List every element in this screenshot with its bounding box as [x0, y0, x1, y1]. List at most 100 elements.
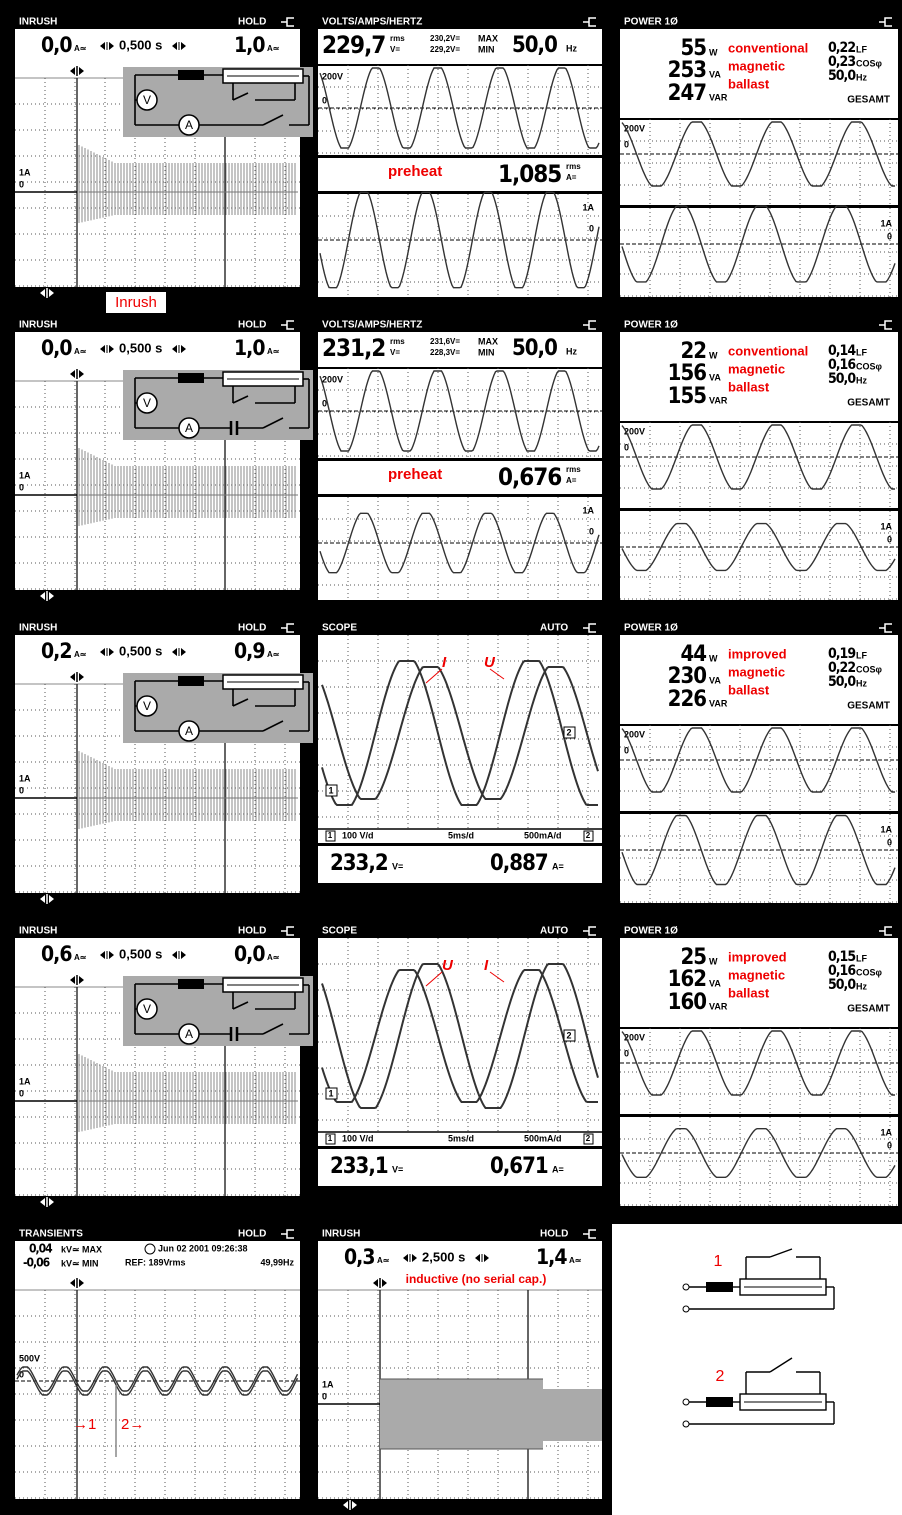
screen-mode: HOLD: [238, 926, 266, 937]
waveform: [543, 1389, 602, 1441]
plug-icon: [281, 1230, 294, 1238]
annotation: magnetic: [728, 58, 785, 73]
plug-icon: [281, 18, 294, 26]
reading: 0,676: [498, 463, 561, 491]
ballast: [706, 1282, 733, 1292]
time-base: 0,500 s: [119, 643, 162, 658]
unit: W: [709, 653, 718, 663]
unit: COSφ: [856, 664, 883, 674]
label: MAX: [478, 336, 498, 346]
screen-title: POWER 1Ø: [624, 623, 678, 634]
meter-label: V: [143, 699, 151, 713]
channel-label: 2: [566, 1030, 571, 1040]
unit: rms: [390, 337, 405, 346]
reading: 0,3: [344, 1245, 374, 1269]
reading: 1,0: [234, 336, 265, 360]
axis-label: 0: [322, 1391, 327, 1401]
annotation: preheat: [388, 466, 442, 483]
unit: V=: [392, 1164, 403, 1174]
unit: Hz: [856, 678, 867, 688]
plug-icon: [281, 927, 294, 935]
reading: 50,0: [512, 33, 557, 58]
unit: W: [709, 47, 718, 57]
reading: 233,1: [330, 1154, 388, 1179]
unit: A=: [552, 1164, 564, 1174]
unit: A≃: [74, 650, 87, 659]
axis-label: 0: [887, 534, 892, 544]
axis-label: 1A: [19, 167, 31, 177]
min-reading: 228,3V=: [430, 348, 460, 357]
axis-label: 0: [589, 223, 594, 233]
scale-label: 500mA/d: [524, 1133, 562, 1143]
label: MIN: [478, 44, 495, 54]
scale-label: 100 V/d: [342, 1133, 374, 1143]
meter-label: A: [185, 1027, 193, 1041]
min-reading: 229,2V=: [430, 45, 460, 54]
reading: 226: [668, 687, 707, 712]
time-base: 0,500 s: [119, 37, 162, 52]
plug-icon: [879, 927, 892, 935]
screen-title: INRUSH: [19, 320, 57, 331]
axis-label: 0: [19, 482, 24, 492]
channel-label: 2: [586, 831, 591, 840]
annotation: ballast: [728, 379, 770, 394]
annotation: conventional: [728, 40, 808, 55]
unit: A=: [566, 476, 577, 485]
annotation: magnetic: [728, 361, 785, 376]
unit: A≃: [267, 650, 280, 659]
unit: V=: [390, 45, 400, 54]
screen-title: POWER 1Ø: [624, 320, 678, 331]
unit: V=: [392, 861, 403, 871]
reading: 1,0: [234, 33, 265, 57]
unit: VAR: [709, 92, 728, 102]
axis-label: 1A: [582, 202, 594, 212]
screen-mode: HOLD: [238, 623, 266, 634]
axis-label: 1A: [880, 824, 892, 834]
annotation: improved: [728, 949, 787, 964]
plug-icon: [281, 321, 294, 329]
screen-title: VOLTS/AMPS/HERTZ: [322, 17, 422, 28]
reading: 230: [668, 664, 707, 689]
axis-label: 1A: [19, 470, 31, 480]
reading: 162: [668, 967, 707, 992]
unit: A≃: [267, 347, 280, 356]
screen-title: INRUSH: [19, 926, 57, 937]
diagram-panel: [612, 1224, 902, 1515]
unit: VA: [709, 372, 721, 382]
meter-label: A: [185, 118, 193, 132]
screen-mode: HOLD: [238, 320, 266, 331]
reading: 231,2: [322, 334, 385, 362]
reading: 0,887: [490, 851, 548, 876]
axis-label: 0: [887, 231, 892, 241]
reading: 233,2: [330, 851, 388, 876]
trace-label: U: [484, 654, 496, 671]
unit: V=: [390, 348, 400, 357]
annotation: inductive (no serial cap.): [406, 1272, 547, 1286]
reading: 253: [668, 58, 707, 83]
unit: VA: [709, 69, 721, 79]
reading: 155: [668, 384, 707, 409]
annotation: ballast: [728, 76, 770, 91]
unit: COSφ: [856, 361, 883, 371]
meter-label: V: [143, 1002, 151, 1016]
screen-title: INRUSH: [19, 17, 57, 28]
unit: rms: [566, 465, 581, 474]
reading: 50,0: [828, 674, 856, 690]
unit: A≃: [569, 1256, 582, 1265]
annotation: magnetic: [728, 967, 785, 982]
plug-icon: [583, 1230, 596, 1238]
terminal: [683, 1284, 689, 1290]
annotation: ballast: [728, 682, 770, 697]
time-base: 0,500 s: [119, 946, 162, 961]
meter-label: V: [143, 93, 151, 107]
marker: →1: [73, 1416, 96, 1433]
channel-label: 2: [586, 1134, 591, 1143]
scale-label: 5ms/d: [448, 1133, 474, 1143]
separator: [318, 843, 602, 846]
unit: VAR: [709, 395, 728, 405]
screen-title: VOLTS/AMPS/HERTZ: [322, 320, 422, 331]
separator: [620, 811, 898, 814]
screen-mode: AUTO: [540, 926, 568, 937]
screen-title: TRANSIENTS: [19, 1229, 83, 1240]
reading: 0,0: [41, 336, 72, 360]
